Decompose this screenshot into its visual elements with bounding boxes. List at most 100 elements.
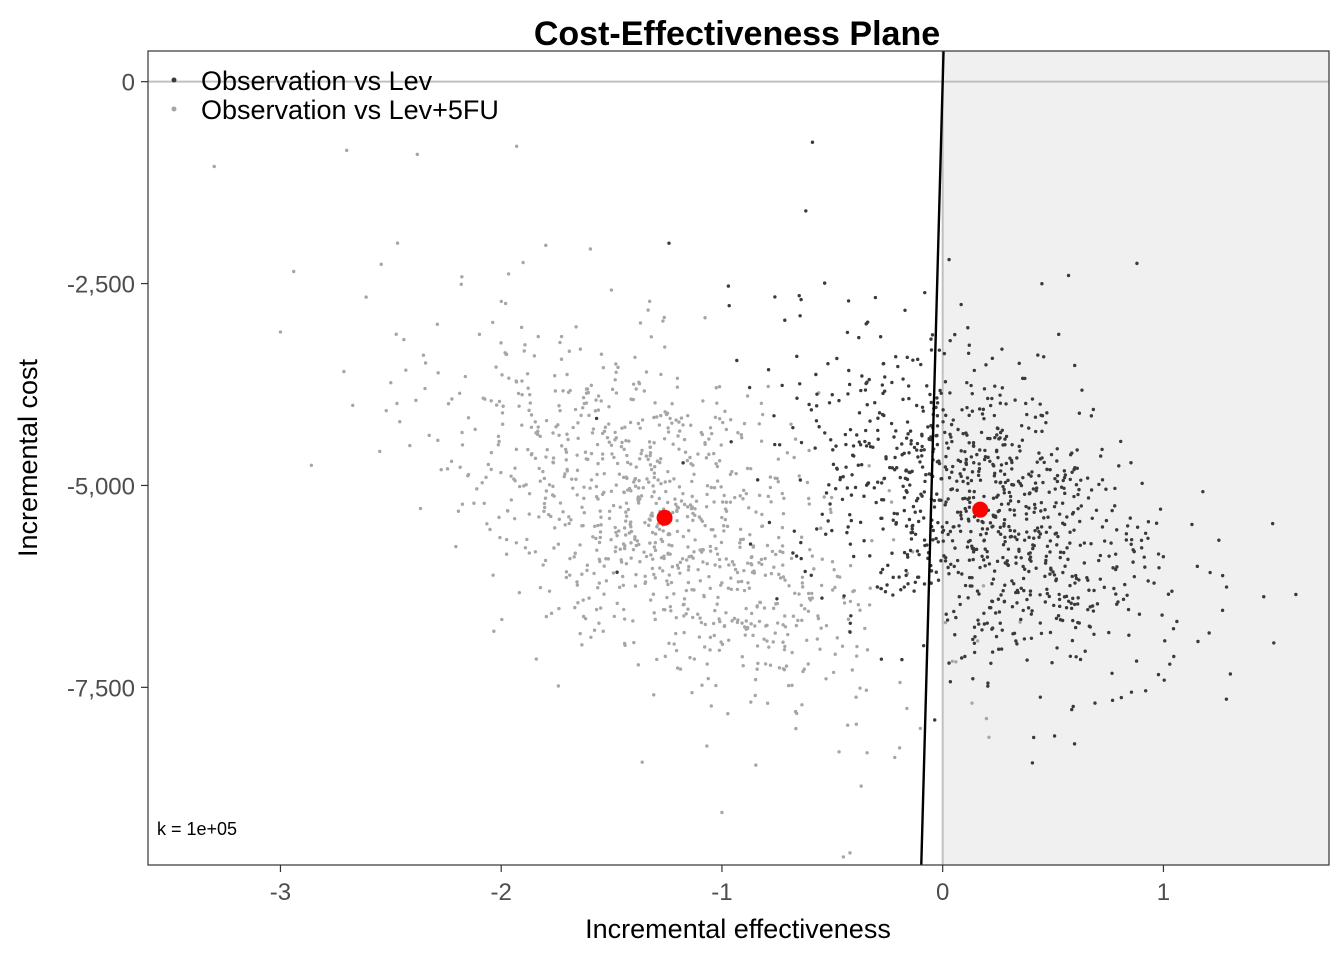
point-lev: [1112, 586, 1116, 591]
point-lev5fu: [614, 545, 618, 549]
point-lev: [1114, 592, 1118, 596]
point-lev5fu: [684, 588, 689, 593]
point-lev5fu: [863, 626, 867, 631]
point-lev: [961, 479, 965, 484]
point-lev5fu: [652, 611, 656, 615]
point-lev: [755, 478, 760, 482]
chart-title: Cost-Effectiveness Plane: [534, 15, 940, 53]
point-lev: [1071, 618, 1075, 623]
point-lev5fu: [800, 575, 805, 580]
point-lev: [921, 643, 926, 648]
point-lev5fu: [544, 455, 548, 459]
point-lev5fu: [709, 485, 714, 490]
point-lev: [890, 466, 895, 470]
point-lev: [798, 478, 803, 482]
point-lev5fu: [670, 565, 675, 569]
point-lev5fu: [668, 604, 673, 609]
point-lev: [929, 423, 933, 428]
point-lev: [1047, 490, 1051, 494]
means-layer: [656, 501, 989, 526]
point-lev: [1207, 631, 1211, 635]
point-lev: [929, 569, 934, 573]
point-lev: [1009, 534, 1014, 539]
point-lev: [967, 343, 971, 347]
point-lev: [1031, 735, 1036, 740]
point-lev5fu: [663, 480, 667, 484]
point-lev: [961, 431, 965, 436]
point-lev5fu: [588, 486, 592, 490]
point-lev5fu: [637, 380, 641, 384]
point-lev: [1037, 451, 1041, 455]
point-lev5fu: [835, 636, 839, 640]
point-lev: [879, 570, 883, 575]
point-lev5fu: [564, 458, 568, 462]
point-lev5fu: [780, 491, 785, 496]
point-lev: [1139, 546, 1144, 550]
point-lev: [962, 467, 966, 472]
point-lev: [1111, 566, 1115, 570]
point-lev: [1017, 532, 1021, 536]
point-lev5fu: [682, 597, 687, 601]
point-lev5fu: [715, 464, 720, 469]
point-lev5fu: [819, 626, 823, 630]
point-lev: [931, 528, 936, 533]
point-lev: [1039, 413, 1043, 417]
point-lev5fu: [629, 529, 634, 534]
point-lev5fu: [631, 547, 636, 552]
point-lev5fu: [806, 496, 811, 501]
point-lev: [810, 140, 815, 144]
point-lev: [951, 464, 955, 469]
point-lev5fu: [833, 585, 837, 590]
point-lev5fu: [574, 477, 578, 481]
point-lev: [1057, 332, 1061, 337]
point-lev: [1000, 628, 1004, 632]
point-lev: [1095, 602, 1100, 606]
point-lev: [1006, 547, 1011, 551]
point-lev5fu: [578, 347, 583, 351]
point-lev: [898, 475, 903, 480]
point-lev: [1044, 420, 1048, 425]
point-lev: [907, 517, 912, 522]
point-lev5fu: [852, 589, 856, 593]
point-lev: [1012, 582, 1016, 586]
point-lev: [1055, 646, 1059, 650]
point-lev5fu: [905, 706, 909, 711]
point-lev: [918, 460, 922, 464]
point-lev: [996, 647, 1001, 651]
point-lev5fu: [702, 595, 706, 599]
point-lev: [901, 484, 905, 488]
point-lev: [943, 559, 948, 563]
point-lev: [985, 527, 990, 531]
point-lev5fu: [575, 580, 579, 584]
point-lev5fu: [755, 605, 759, 609]
point-lev: [1072, 742, 1077, 746]
point-lev: [982, 622, 987, 626]
point-lev: [999, 593, 1003, 597]
point-lev5fu: [609, 288, 614, 292]
point-lev5fu: [712, 500, 716, 504]
point-lev: [1135, 525, 1140, 529]
point-lev: [916, 575, 920, 579]
point-lev: [897, 575, 901, 579]
point-lev: [1270, 521, 1275, 526]
point-lev: [1008, 494, 1013, 499]
point-lev: [995, 559, 1000, 564]
point-lev: [902, 585, 906, 589]
point-lev5fu: [559, 334, 564, 339]
point-lev: [1022, 538, 1027, 542]
point-lev: [890, 380, 894, 385]
point-lev5fu: [642, 389, 647, 393]
point-lev: [924, 473, 928, 477]
point-lev: [1061, 478, 1065, 483]
point-lev5fu: [542, 476, 547, 481]
point-lev5fu: [666, 551, 670, 555]
point-lev5fu: [776, 479, 780, 484]
point-lev: [1012, 513, 1017, 517]
point-lev: [1007, 490, 1012, 495]
point-lev: [1062, 595, 1067, 599]
point-lev5fu: [848, 563, 853, 568]
point-lev5fu: [741, 537, 745, 542]
point-lev: [976, 518, 980, 523]
point-lev: [1073, 581, 1077, 585]
point-lev: [874, 500, 878, 505]
